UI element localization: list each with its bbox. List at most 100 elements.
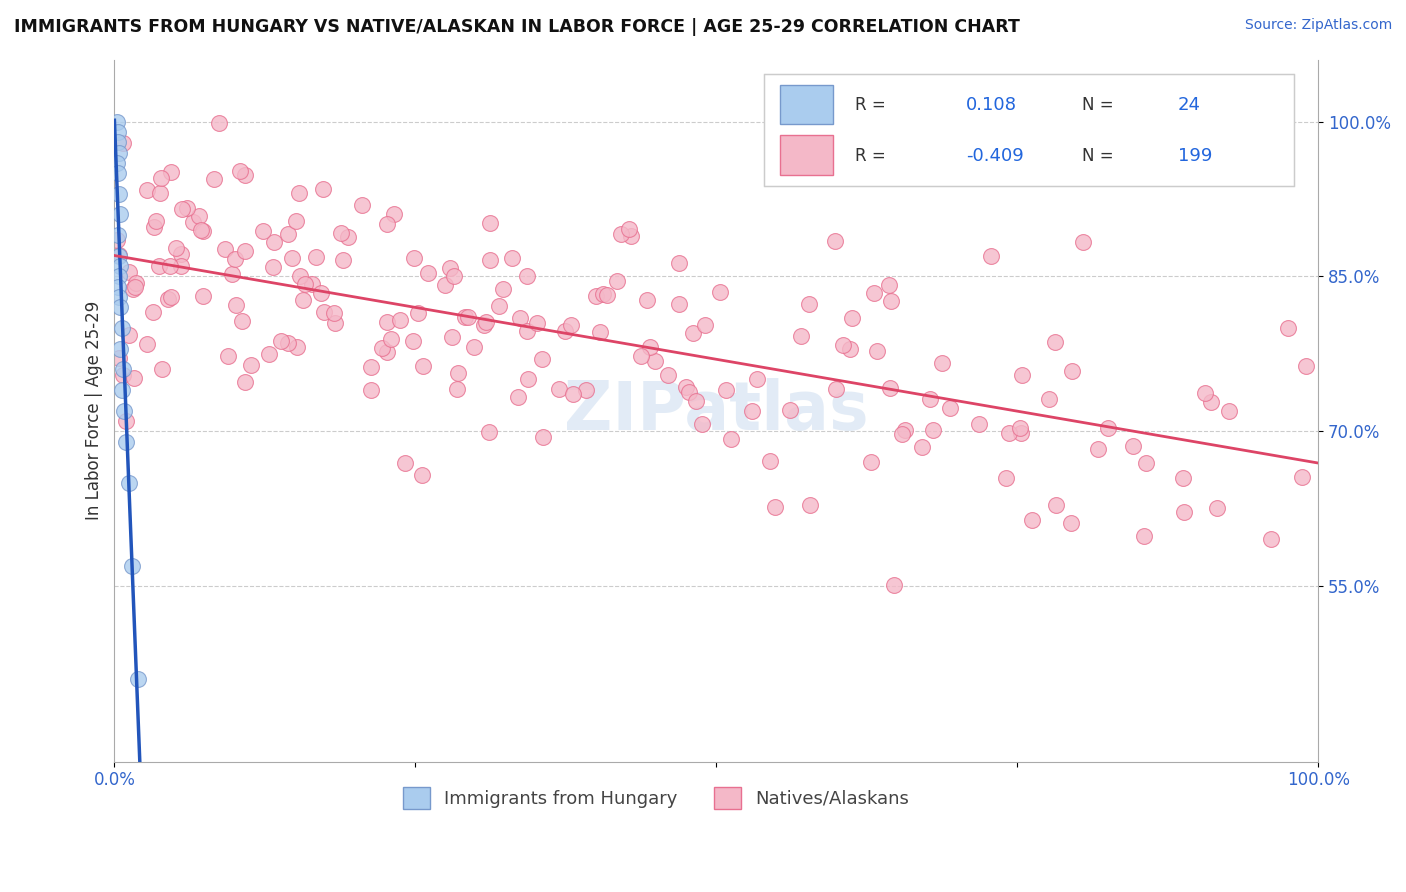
Point <box>530 351 553 366</box>
Point <box>202 172 225 186</box>
Point <box>1291 469 1313 483</box>
Point <box>894 423 917 437</box>
Point <box>360 383 382 397</box>
Point <box>463 340 485 354</box>
Point <box>446 382 468 396</box>
Point <box>142 220 165 235</box>
Point <box>690 417 713 431</box>
Point <box>329 226 352 240</box>
Point <box>233 375 256 389</box>
Point <box>404 252 426 266</box>
Point <box>190 223 212 237</box>
Point <box>224 252 246 266</box>
Point <box>1171 471 1194 485</box>
Point <box>685 394 707 409</box>
Point <box>596 288 619 302</box>
Point <box>402 334 425 348</box>
Point <box>610 227 633 241</box>
Point <box>980 249 1002 263</box>
Point <box>1295 359 1317 373</box>
Point <box>277 335 299 350</box>
Point <box>682 326 704 340</box>
Point <box>640 339 662 353</box>
Point <box>472 318 495 332</box>
Point <box>187 209 209 223</box>
Point <box>314 305 336 319</box>
Point <box>1038 392 1060 406</box>
Point <box>312 182 335 196</box>
Point <box>159 165 181 179</box>
Point <box>288 268 311 283</box>
Point <box>270 334 292 348</box>
Point <box>301 277 323 291</box>
Point <box>159 259 181 273</box>
Point <box>108 249 131 263</box>
Point <box>110 342 132 356</box>
Point <box>108 248 131 262</box>
Point <box>105 114 128 128</box>
Point <box>418 266 440 280</box>
Point <box>108 290 131 304</box>
Point <box>797 297 820 311</box>
Point <box>191 289 214 303</box>
Point <box>214 243 236 257</box>
Text: ZIPatlas: ZIPatlas <box>564 377 869 443</box>
Point <box>922 423 945 437</box>
Point <box>741 404 763 418</box>
Point <box>939 401 962 415</box>
Point <box>277 227 299 242</box>
Point <box>709 285 731 299</box>
Point <box>159 290 181 304</box>
Point <box>165 241 187 255</box>
Point <box>994 470 1017 484</box>
Point <box>122 282 145 296</box>
Point <box>292 293 315 307</box>
Point <box>117 265 139 279</box>
Point <box>111 362 134 376</box>
Point <box>208 115 231 129</box>
Point <box>142 305 165 319</box>
Point <box>799 498 821 512</box>
Point <box>454 310 477 325</box>
Point <box>323 305 346 319</box>
Point <box>967 417 990 431</box>
Point <box>443 268 465 283</box>
Point <box>585 289 607 303</box>
Point <box>148 259 170 273</box>
Point <box>217 349 239 363</box>
Point <box>859 455 882 469</box>
Point <box>107 125 129 139</box>
Point <box>252 225 274 239</box>
Point <box>107 279 129 293</box>
Point <box>560 318 582 333</box>
Point <box>832 338 855 352</box>
Point <box>630 349 652 363</box>
Point <box>548 382 571 396</box>
Point <box>1122 439 1144 453</box>
Point <box>107 228 129 243</box>
Point <box>108 145 131 160</box>
Point <box>239 358 262 372</box>
Point <box>693 318 716 332</box>
Point <box>1060 516 1083 530</box>
Point <box>1206 501 1229 516</box>
Point <box>1073 235 1095 250</box>
Point <box>824 234 846 248</box>
Point <box>1194 386 1216 401</box>
Point <box>221 267 243 281</box>
Point <box>636 293 658 307</box>
Point <box>118 475 141 490</box>
Point <box>606 274 628 288</box>
Point <box>1260 532 1282 546</box>
Point <box>678 385 700 400</box>
Point <box>111 383 134 397</box>
Point <box>1062 364 1084 378</box>
Point <box>526 316 548 330</box>
Point <box>1043 334 1066 349</box>
Point <box>115 434 138 449</box>
Point <box>110 301 132 315</box>
Point <box>508 390 530 404</box>
Point <box>309 286 332 301</box>
Point <box>231 314 253 328</box>
Point <box>107 135 129 149</box>
